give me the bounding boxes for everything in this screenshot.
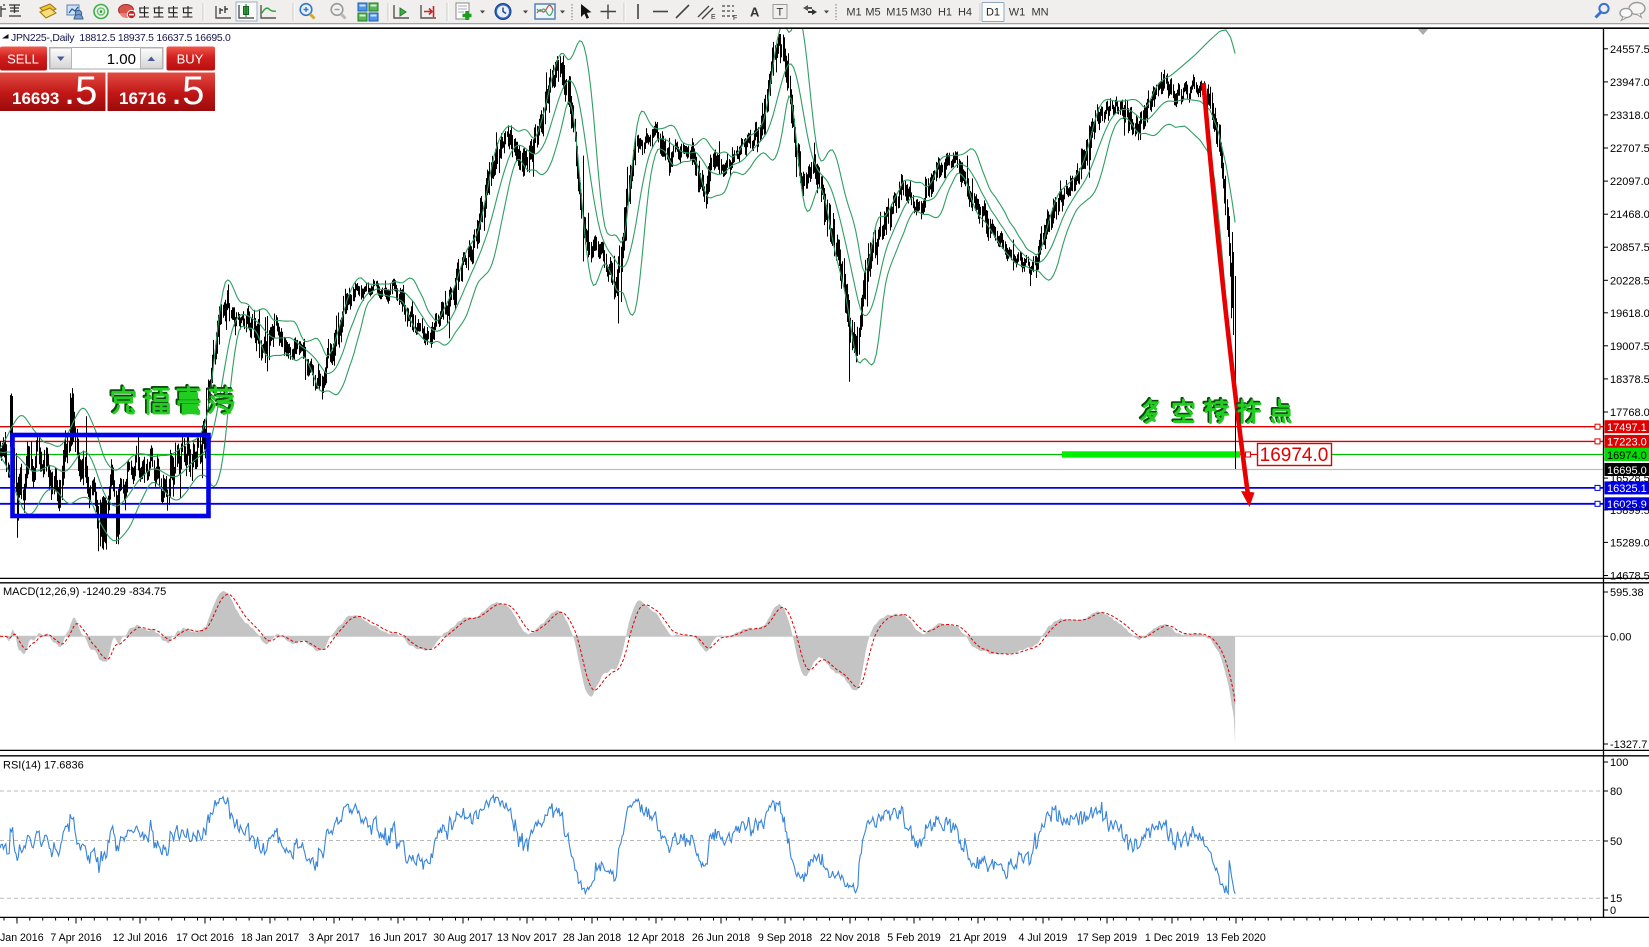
svg-text:JPN225-,Daily 18812.5 18937.5: JPN225-,Daily 18812.5 18937.5 16637.5 16…: [11, 33, 231, 44]
svg-text:12 Apr 2018: 12 Apr 2018: [627, 932, 684, 944]
svg-text:F: F: [733, 15, 737, 22]
svg-text:24557.5: 24557.5: [1610, 44, 1649, 56]
svg-text:16325.1: 16325.1: [1607, 483, 1647, 495]
svg-text:595.38: 595.38: [1610, 587, 1644, 599]
svg-text:13 Feb 2020: 13 Feb 2020: [1206, 932, 1266, 944]
svg-text:16528.5: 16528.5: [1610, 473, 1649, 485]
svg-text:1 Dec 2019: 1 Dec 2019: [1145, 932, 1199, 944]
svg-text:17 Oct 2016: 17 Oct 2016: [176, 932, 234, 944]
svg-text:14678.5: 14678.5: [1610, 571, 1649, 583]
svg-text:1.00: 1.00: [107, 51, 136, 68]
svg-text:T: T: [777, 7, 784, 19]
svg-text:16974.0: 16974.0: [1260, 445, 1329, 466]
svg-text:W1: W1: [1009, 7, 1026, 19]
svg-text:15289.0: 15289.0: [1610, 537, 1649, 549]
svg-text:H1: H1: [938, 7, 952, 19]
svg-text:M15: M15: [886, 7, 907, 19]
svg-text:7 Apr 2016: 7 Apr 2016: [50, 932, 101, 944]
svg-text:0: 0: [1610, 905, 1616, 917]
svg-text:MN: MN: [1031, 7, 1048, 19]
svg-text:.5: .5: [64, 69, 97, 113]
svg-text:28 Jan 2018: 28 Jan 2018: [563, 932, 621, 944]
svg-text:D1: D1: [986, 7, 1000, 19]
svg-text:20857.5: 20857.5: [1610, 242, 1649, 254]
svg-text:0.00: 0.00: [1610, 631, 1631, 643]
svg-text:22707.5: 22707.5: [1610, 143, 1649, 155]
svg-text:16695.0: 16695.0: [1607, 465, 1647, 477]
svg-text:16974.0: 16974.0: [1607, 450, 1647, 462]
svg-text:M30: M30: [910, 7, 931, 19]
svg-text:21 Apr 2019: 21 Apr 2019: [949, 932, 1006, 944]
svg-text:80: 80: [1610, 786, 1622, 798]
svg-text:12 Jul 2016: 12 Jul 2016: [113, 932, 168, 944]
svg-text:18 Jan 2017: 18 Jan 2017: [241, 932, 299, 944]
svg-text:20228.5: 20228.5: [1610, 275, 1649, 287]
svg-text:30 Aug 2017: 30 Aug 2017: [433, 932, 493, 944]
svg-text:15: 15: [1610, 893, 1622, 905]
svg-text:M1: M1: [846, 7, 861, 19]
svg-text:MACD(12,26,9) -1240.29 -834.75: MACD(12,26,9) -1240.29 -834.75: [3, 586, 166, 598]
svg-text:19007.5: 19007.5: [1610, 341, 1649, 353]
svg-text:.5: .5: [171, 69, 204, 113]
svg-text:16025.9: 16025.9: [1607, 499, 1647, 511]
svg-text:4 Jul 2019: 4 Jul 2019: [1019, 932, 1068, 944]
svg-text:16 Jun 2017: 16 Jun 2017: [369, 932, 427, 944]
svg-text:21468.0: 21468.0: [1610, 209, 1649, 221]
svg-text:17 Sep 2019: 17 Sep 2019: [1077, 932, 1137, 944]
svg-text:22097.0: 22097.0: [1610, 176, 1649, 188]
svg-text:A: A: [750, 5, 760, 20]
svg-text:RSI(14) 17.6836: RSI(14) 17.6836: [3, 760, 84, 772]
svg-text:-1327.7: -1327.7: [1610, 739, 1647, 751]
svg-text:BUY: BUY: [177, 52, 204, 67]
svg-text:17768.0: 17768.0: [1610, 407, 1649, 419]
svg-text:100: 100: [1610, 757, 1628, 769]
svg-text:5 Feb 2019: 5 Feb 2019: [887, 932, 941, 944]
svg-text:3 Apr 2017: 3 Apr 2017: [308, 932, 359, 944]
svg-text:17223.0: 17223.0: [1607, 437, 1647, 449]
svg-text:Jan 2016: Jan 2016: [0, 932, 44, 944]
svg-text:50: 50: [1610, 836, 1622, 848]
svg-text:18378.5: 18378.5: [1610, 374, 1649, 386]
svg-text:15899.5: 15899.5: [1610, 505, 1649, 517]
svg-text:23318.0: 23318.0: [1610, 110, 1649, 122]
svg-text:SELL: SELL: [7, 52, 39, 67]
svg-text:26 Jun 2018: 26 Jun 2018: [692, 932, 750, 944]
svg-text:M5: M5: [865, 7, 880, 19]
svg-text:H4: H4: [958, 7, 972, 19]
svg-text:E: E: [711, 14, 716, 21]
svg-text:23947.0: 23947.0: [1610, 77, 1649, 89]
svg-text:9 Sep 2018: 9 Sep 2018: [758, 932, 812, 944]
svg-text:17497.1: 17497.1: [1607, 422, 1647, 434]
svg-text:19618.0: 19618.0: [1610, 308, 1649, 320]
svg-text:16693: 16693: [12, 89, 59, 108]
svg-text:13 Nov 2017: 13 Nov 2017: [497, 932, 557, 944]
svg-text:22 Nov 2018: 22 Nov 2018: [820, 932, 880, 944]
svg-text:16716: 16716: [119, 89, 166, 108]
